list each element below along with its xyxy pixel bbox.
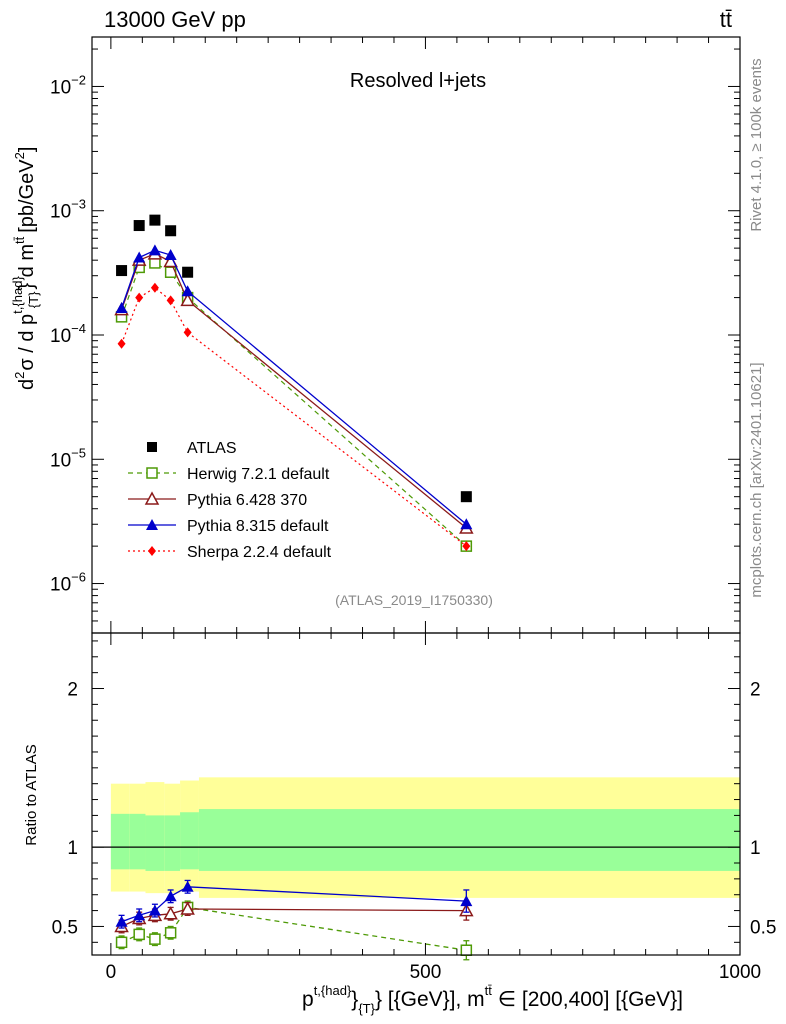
main-point-sherpa-2-2-4-default — [183, 327, 192, 338]
legend-marker-herwig-7-2-1-default — [146, 467, 158, 479]
rivet-version-label: Rivet 4.1.0, ≥ 100k events — [748, 58, 765, 231]
legend-marker-sherpa-2-2-4-default — [148, 546, 156, 556]
main-point-pythia-8-315-default — [133, 251, 146, 263]
uncertainty-band-inner — [129, 813, 146, 870]
ratio-y-tick-label-left: 1 — [67, 838, 78, 859]
main-point-sherpa-2-2-4-default — [150, 282, 159, 293]
ratio-point-pythia-6-428-370 — [180, 901, 195, 915]
main-y-tick-label: 10−5 — [50, 445, 86, 471]
x-axis-label: pt,{had}}{T}} [{GeV}], mtt̄ ∈ [200,400] … — [302, 983, 683, 1016]
main-point-atlas — [460, 491, 472, 503]
main-point-atlas — [116, 265, 128, 277]
main-point-atlas — [182, 266, 194, 278]
ratio-point-pythia-8-315-default — [164, 890, 177, 902]
analysis-watermark: (ATLAS_2019_I1750330) — [335, 592, 493, 608]
main-line-pythia-6-428-370 — [120, 253, 467, 529]
legend-label-herwig-7-2-1-default: Herwig 7.2.1 default — [187, 466, 330, 483]
main-point-pythia-8-315-default — [460, 518, 473, 530]
header-energy-label: 13000 GeV pp — [104, 7, 246, 32]
legend: ATLAS Herwig 7.2.1 default Pythia 6.428 37… — [128, 440, 332, 561]
main-y-tick-label: 10−6 — [50, 570, 86, 596]
main-point-pythia-8-315-default — [164, 249, 177, 261]
main-y-tick-label: 10−4 — [50, 321, 86, 347]
ratio-y-tick-label-right: 1 — [750, 838, 761, 859]
uncertainty-band-inner — [164, 815, 181, 871]
main-y-tick-label: 10−3 — [50, 197, 86, 223]
main-point-sherpa-2-2-4-default — [166, 295, 175, 306]
main-y-tick-label: 10−2 — [50, 72, 86, 98]
ratio-point-pythia-8-315-default — [181, 880, 194, 892]
ratio-point-pythia-8-315-default — [133, 909, 146, 921]
ratio-point-pythia-6-428-370 — [163, 906, 178, 920]
ratio-point-pythia-8-315-default — [148, 904, 161, 916]
main-line-sherpa-2-2-4-default — [121, 286, 467, 547]
ratio-line-herwig-7-2-1-default — [121, 906, 467, 951]
x-tick-label: 0 — [106, 962, 117, 983]
ratio-point-pythia-8-315-default — [460, 895, 473, 907]
main-plot-panel: 10−6 10−5 10−4 10−3 10−2 Resolved l+jets (AT… — [10, 36, 741, 634]
main-point-pythia-8-315-default — [181, 285, 194, 297]
uncertainty-band-inner — [110, 813, 130, 870]
main-y-axis-label: d2σ / d pt,{had}{T}} d mtt̄[pb/GeV2] — [10, 147, 41, 390]
ratio-y-tick-label-left: 2 — [67, 680, 78, 701]
uncertainty-band-inner — [145, 815, 165, 871]
ratio-point-herwig-7-2-1-default — [149, 933, 161, 945]
legend-label-pythia-8-315-default: Pythia 8.315 default — [187, 518, 329, 535]
main-point-atlas — [149, 214, 161, 226]
main-point-atlas — [165, 225, 177, 237]
legend-marker-atlas — [147, 442, 157, 452]
ratio-y-tick-label-left: 0.5 — [52, 917, 78, 938]
plot-title: Resolved l+jets — [350, 70, 486, 92]
ratio-y-tick-label-right: 0.5 — [750, 917, 776, 938]
ratio-plot-frame — [91, 632, 741, 956]
x-tick-label: 500 — [410, 962, 442, 983]
ratio-point-herwig-7-2-1-default — [164, 927, 177, 939]
main-line-pythia-8-315-default — [120, 249, 467, 525]
legend-label-atlas: ATLAS — [187, 440, 237, 457]
ratio-point-herwig-7-2-1-default — [133, 928, 145, 941]
legend-marker-pythia-6-428-370 — [144, 491, 160, 505]
legend-marker-pythia-8-315-default — [146, 519, 158, 530]
main-point-pythia-8-315-default — [115, 301, 128, 313]
ratio-point-herwig-7-2-1-default — [460, 944, 473, 956]
main-point-atlas — [133, 220, 145, 232]
main-point-sherpa-2-2-4-default — [117, 338, 126, 349]
legend-label-pythia-6-428-370: Pythia 6.428 370 — [187, 492, 307, 509]
ratio-plot-panel: 0.5 0.5 1 1 2 2 0 500 1000 Ratio to ATLAS pt,{ha… — [23, 632, 776, 1016]
main-point-pythia-6-428-370 — [180, 292, 195, 307]
ratio-point-pythia-8-315-default — [115, 915, 128, 927]
uncertainty-band-inner — [180, 812, 199, 870]
ratio-y-axis-label: Ratio to ATLAS — [23, 744, 40, 845]
uncertainty-band-inner — [198, 809, 740, 871]
main-point-sherpa-2-2-4-default — [462, 541, 471, 552]
mcplots-source-label: mcplots.cern.ch [arXiv:2401.10621] — [748, 362, 765, 597]
main-point-sherpa-2-2-4-default — [135, 292, 144, 303]
ratio-y-tick-label-right: 2 — [750, 680, 761, 701]
ratio-point-herwig-7-2-1-default — [115, 936, 128, 949]
main-point-pythia-8-315-default — [148, 244, 161, 256]
header-process-label: tt̄ — [720, 7, 732, 32]
legend-label-sherpa-2-2-4-default: Sherpa 2.2.4 default — [187, 544, 332, 561]
x-tick-label: 1000 — [719, 962, 761, 983]
